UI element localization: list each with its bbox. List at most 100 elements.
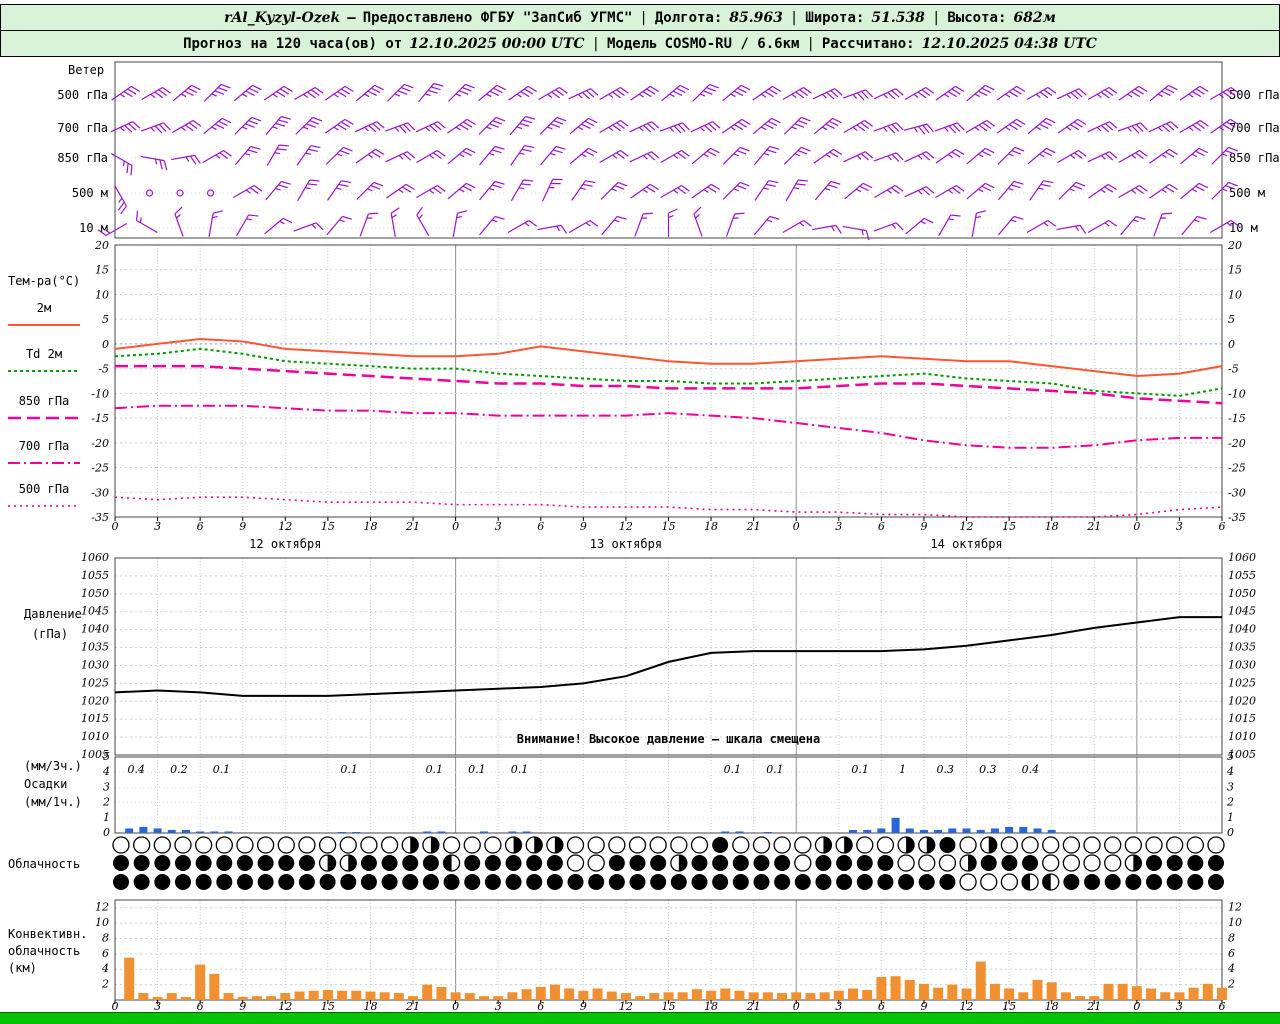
precip-bar [919, 829, 928, 833]
precip-bar [863, 829, 872, 833]
hour-tick-label: 21 [746, 520, 761, 533]
temp-ytick-right: 10 [1228, 288, 1242, 301]
hour-tick-label: 0 [793, 520, 800, 533]
header-bar-1: rAl_Kyzyl-Ozek — Предоставлено ФГБУ "Зап… [0, 4, 1280, 31]
convective-bar [791, 992, 802, 1000]
legend-label: Td 2м [26, 347, 62, 361]
precip-ytick-left: 4 [102, 765, 110, 778]
provider-text: Предоставлено ФГБУ "ЗапСиб УГМС" [362, 9, 633, 26]
convective-bar [166, 993, 177, 1000]
pressure-ytick-right: 1035 [1228, 641, 1256, 654]
hour-tick-label: 15 [1002, 520, 1016, 533]
convective-bar [734, 990, 745, 1000]
hour-tick-label: 18 [1045, 520, 1059, 533]
pressure-ytick-right: 1015 [1228, 712, 1256, 725]
convective-bar [251, 996, 262, 1000]
hour-tick-label-bottom: 15 [321, 1000, 335, 1012]
precip-3h-amount: 0.1 [851, 763, 869, 776]
wind-level-label-left: 500 м [72, 186, 108, 200]
convective-bar [1046, 982, 1057, 1000]
hour-tick-label: 15 [662, 520, 676, 533]
wind-level-label-left: 500 гПа [57, 88, 108, 102]
temp-ytick-right: -35 [1228, 511, 1246, 524]
hour-tick-label: 6 [1219, 520, 1226, 533]
convective-bar [337, 990, 348, 1000]
hour-tick-label-bottom: 9 [239, 1000, 246, 1012]
temp-ytick-right: -5 [1228, 363, 1239, 376]
precip-3h-amount: 0.3 [979, 763, 997, 776]
separator: | [639, 9, 648, 26]
precip-3h-amount: 0.4 [1022, 763, 1040, 776]
conv-ytick-right: 8 [1228, 931, 1235, 944]
temp-ytick-right: -25 [1228, 462, 1246, 475]
hour-tick-label-bottom: 15 [1002, 1000, 1016, 1012]
precip-bar [338, 832, 347, 833]
precip-bar [976, 829, 985, 833]
hour-tick-label-bottom: 0 [112, 1000, 119, 1012]
precip-bar [1033, 828, 1042, 833]
convective-bar [180, 996, 191, 1000]
convective-bar [549, 984, 560, 1000]
wind-level-label-left: 850 гПа [57, 151, 108, 165]
meteogram-svg: Ветер 500 гПа 500 гПа 700 гПа 700 гПа 850 гПа… [8, 61, 1280, 1012]
pressure-ytick-left: 1050 [81, 587, 109, 600]
hour-tick-label-bottom: 0 [452, 1000, 459, 1012]
conv-ytick-left: 4 [101, 962, 109, 975]
pressure-ytick-right: 1060 [1228, 551, 1256, 564]
pressure-label: Давление [24, 607, 82, 621]
wind-label: Ветер [68, 63, 104, 77]
convective-bar [535, 986, 546, 1000]
hour-tick-label-bottom: 18 [704, 1000, 718, 1012]
conv-ytick-right: 6 [1228, 947, 1235, 960]
wind-barb-row [110, 144, 1239, 176]
convective-bar [365, 991, 376, 1000]
cloud-symbol-row [112, 836, 1225, 854]
hour-tick-label: 0 [112, 520, 119, 533]
conv-ytick-right: 12 [1228, 901, 1242, 914]
hour-tick-label-bottom: 15 [662, 1000, 676, 1012]
precip-bar [153, 828, 162, 833]
pressure-ytick-left: 1040 [81, 623, 109, 636]
conv-ytick-left: 2 [101, 978, 109, 991]
precip-bar [210, 831, 219, 833]
convective-bar [138, 993, 149, 1000]
precip-bar [891, 817, 900, 833]
convective-bar [777, 993, 788, 1000]
precip-ytick-left: 3 [103, 780, 110, 793]
forecast-label: Прогноз на 120 часа(ов) от [183, 35, 403, 52]
convective-bar [989, 983, 1000, 1000]
precip-ytick-right: 1 [1227, 811, 1234, 824]
temp-ytick-left: 10 [95, 288, 109, 301]
hour-tick-label-bottom: 3 [835, 1000, 842, 1012]
conv-ytick-right: 2 [1227, 978, 1235, 991]
convective-bar [223, 993, 234, 1000]
hour-tick-label: 3 [495, 520, 502, 533]
cloud-symbol-row [113, 854, 1224, 872]
precip-ytick-right: 3 [1227, 780, 1234, 793]
hour-tick-label-bottom: 18 [363, 1000, 377, 1012]
cloudiness-panel: Облачность [8, 836, 1225, 891]
precip-bar [763, 832, 772, 833]
hour-tick-label-bottom: 6 [537, 1000, 544, 1012]
hour-tick-label: 12 [960, 520, 974, 533]
wind-barb-row [111, 82, 1240, 103]
wind-level-label-right: 500 гПа [1229, 88, 1280, 102]
convective-bar [479, 996, 489, 1000]
precipitation-panel: 5 5 4 4 3 3 2 2 1 1 0 0 0.4 0.2 0.1 0.1 0.1 0.1 0.1 0.1 0.1 0… [24, 750, 1234, 839]
convective-bar [521, 989, 532, 1000]
hour-tick-label-bottom: 3 [154, 1000, 161, 1012]
precip-ytick-left: 0 [103, 826, 110, 839]
precip-bar [224, 831, 233, 833]
header-bar-2: Прогноз на 120 часа(ов) от 12.10.2025 00… [0, 30, 1280, 57]
hour-tick-label-bottom: 3 [495, 1000, 502, 1012]
precip-3h-amount: 0.1 [468, 763, 486, 776]
temp-ytick-right: -30 [1228, 486, 1246, 499]
hour-tick-label-bottom: 12 [960, 1000, 974, 1012]
separator: | [789, 9, 799, 26]
convective-bar [1089, 996, 1100, 1000]
convective-bar [493, 996, 504, 1000]
convective-bar [1131, 986, 1142, 1000]
convective-bar [195, 964, 206, 1000]
convective-bar [620, 993, 631, 1000]
convective-bar [436, 986, 447, 1000]
